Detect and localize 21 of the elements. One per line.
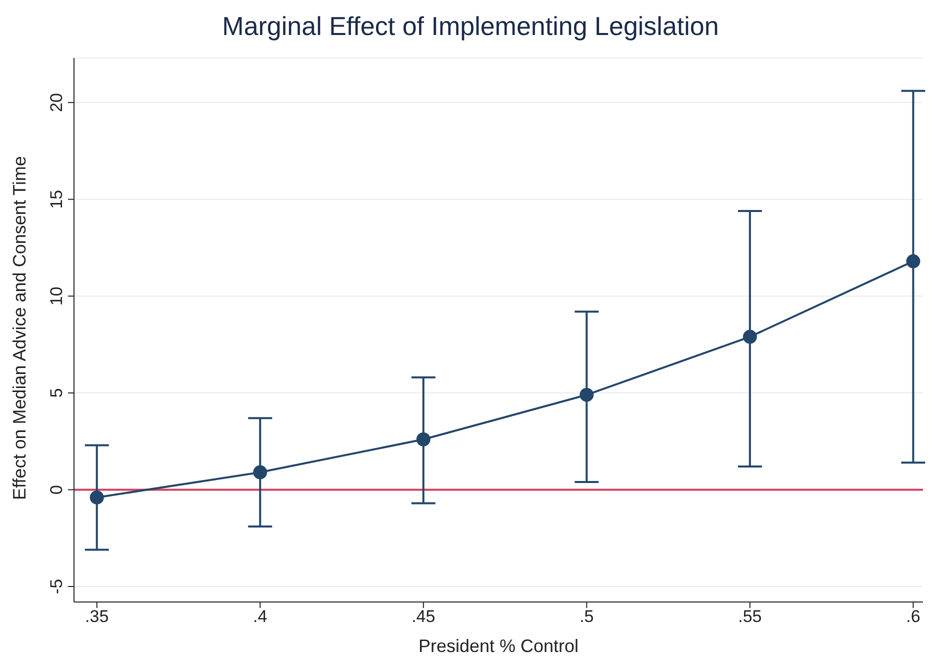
point bbox=[580, 388, 594, 402]
x-tick-label: .35 bbox=[85, 607, 109, 626]
x-axis-title: President % Control bbox=[418, 636, 579, 656]
y-tick-label: 0 bbox=[47, 484, 66, 494]
point bbox=[90, 490, 104, 504]
y-tick-label: -5 bbox=[47, 578, 66, 594]
y-axis-title: Effect on Median Advice and Consent Time bbox=[9, 156, 30, 500]
x-tick-label: .55 bbox=[738, 607, 762, 626]
point bbox=[906, 254, 920, 268]
point bbox=[416, 432, 430, 446]
x-tick-label: .45 bbox=[412, 607, 436, 626]
point bbox=[253, 465, 268, 480]
point bbox=[742, 330, 757, 344]
chart-title: Marginal Effect of Implementing Legislation bbox=[221, 10, 720, 43]
y-tick-label: 15 bbox=[47, 190, 66, 209]
y-tick-label: 5 bbox=[47, 388, 66, 398]
x-tick-label: .4 bbox=[253, 607, 268, 626]
y-tick-label: 20 bbox=[47, 93, 66, 112]
x-tick-label: .5 bbox=[580, 607, 594, 626]
y-tick-label: 10 bbox=[47, 286, 66, 306]
x-tick-label: .6 bbox=[906, 607, 920, 626]
